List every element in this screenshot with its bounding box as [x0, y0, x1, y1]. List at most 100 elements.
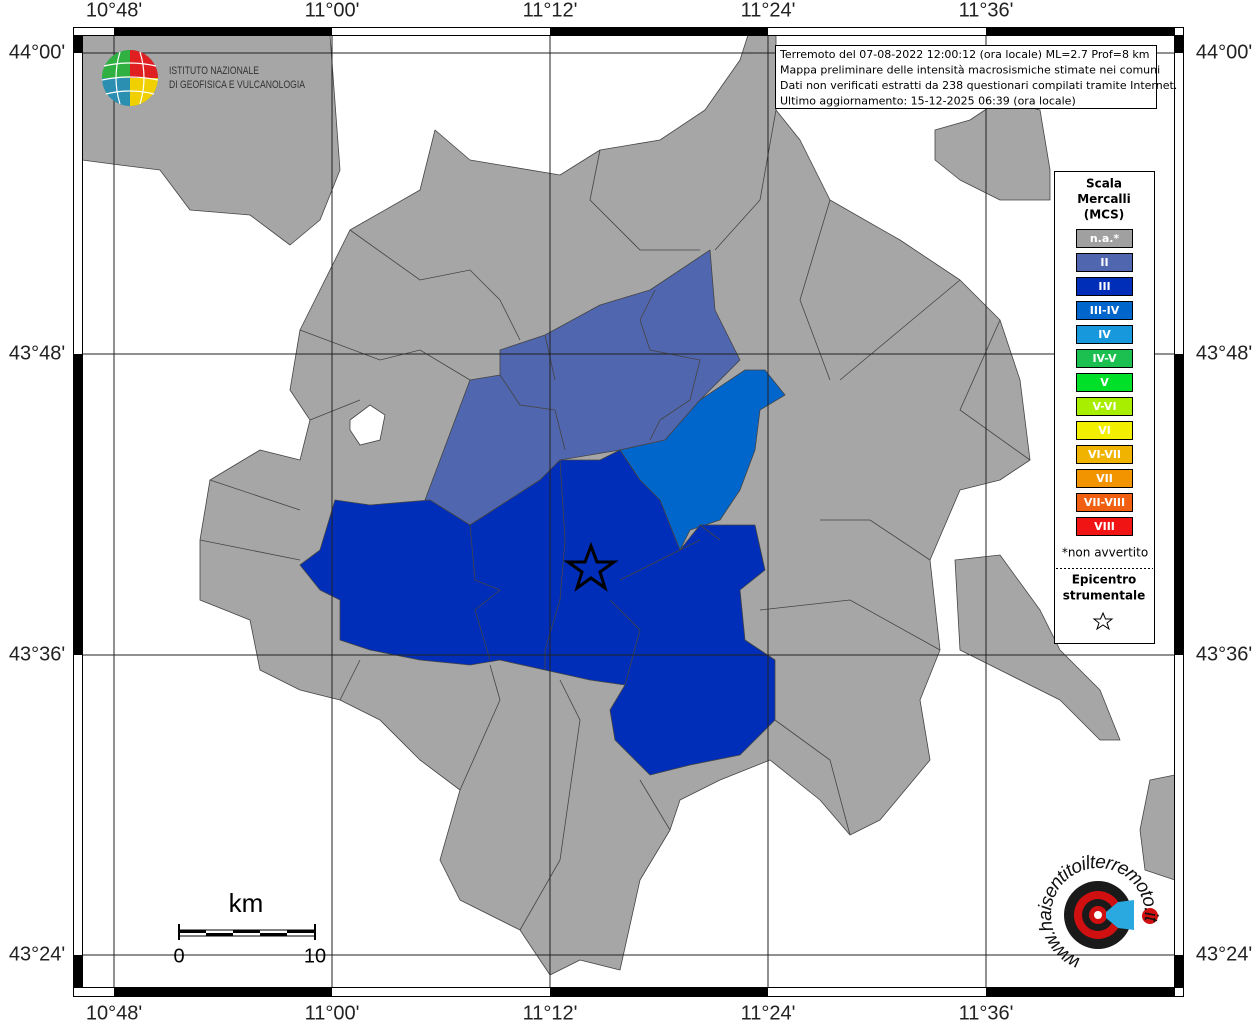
legend-title: Mercalli: [1077, 192, 1131, 206]
legend-swatch: [1076, 517, 1133, 536]
scale-label: 10: [304, 945, 326, 967]
legend-label: III-IV: [1090, 304, 1120, 317]
longitude-label: 11°24': [741, 1002, 796, 1024]
info-line: Mappa preliminare delle intensità macros…: [780, 64, 1160, 77]
ingv-logo-text: DI GEOFISICA E VULCANOLOGIA: [169, 79, 306, 91]
latitude-label: 43°24': [1196, 943, 1252, 965]
scale-unit: km: [229, 888, 264, 918]
municipality-area: [954, 554, 1121, 741]
legend-epicenter-label: strumentale: [1063, 589, 1146, 603]
municipal-borders: [199, 109, 1031, 931]
legend-swatch: [1076, 445, 1133, 464]
map-frame: [73, 27, 1184, 997]
legend-swatch: [1076, 421, 1133, 440]
frame-segment: [114, 988, 332, 996]
info-box-frame: [775, 45, 1157, 109]
lake: [349, 404, 386, 446]
graticule: [82, 35, 1175, 988]
longitude-label: 10°48': [86, 0, 142, 21]
longitude-label: 11°12': [523, 0, 578, 21]
legend-epicenter-label: Epicentro: [1072, 573, 1137, 587]
latitude-label: 43°48': [9, 342, 65, 364]
municipality-area: [934, 99, 1051, 201]
latitude-label: 43°24': [9, 943, 65, 965]
ingv-logo: [101, 50, 159, 106]
ingv-logo-text: ISTITUTO NAZIONALE: [169, 65, 259, 77]
municipality-area: [1139, 774, 1175, 881]
legend-label: V: [1100, 376, 1109, 389]
legend-label: IV-V: [1092, 352, 1117, 365]
latitude-label: 43°36': [1196, 643, 1252, 665]
legend-label: VII: [1096, 472, 1113, 485]
info-box: [775, 45, 1157, 109]
info-line: Dati non verificati estratti da 238 ques…: [780, 79, 1177, 92]
scale-bar: [178, 924, 316, 940]
longitude-label: 11°36': [959, 1002, 1014, 1024]
intensity-iii-area: [299, 449, 776, 776]
epicenter: [563, 541, 619, 592]
legend-swatch: [1076, 253, 1133, 272]
legend-label: III: [1098, 280, 1110, 293]
longitude-label: 11°36': [959, 0, 1014, 21]
legend-swatch: [1076, 349, 1133, 368]
scale-bar-segment: [206, 933, 233, 936]
frame-inner: [82, 35, 1175, 988]
latitude-label: 44°00': [9, 41, 65, 63]
frame-segment: [1175, 955, 1183, 988]
frame-segment: [73, 354, 82, 655]
legend-swatch: [1076, 229, 1133, 248]
legend-note: *non avvertito: [1062, 546, 1148, 560]
legend-swatch: [1076, 397, 1133, 416]
scale-label: 0: [173, 945, 184, 967]
info-line: Ultimo aggiornamento: 15-12-2025 06:39 (…: [780, 95, 1076, 108]
longitude-label: 11°00': [305, 0, 360, 21]
frame-segment: [1175, 35, 1183, 53]
legend-swatch: [1076, 373, 1133, 392]
frame-segment: [986, 988, 1175, 996]
legend-swatch: [1076, 277, 1133, 296]
info-line: Terremoto del 07-08-2022 12:00:12 (ora l…: [779, 48, 1150, 61]
legend-label: VIII: [1094, 520, 1115, 533]
epicenter-star: [563, 541, 619, 592]
municipalities: [82, 35, 1175, 976]
legend-label: VII-VIII: [1084, 496, 1125, 509]
frame-segment: [114, 27, 332, 35]
scale-bar-segment: [260, 933, 287, 936]
legend-swatch: [1076, 325, 1133, 344]
logo-ring: [1094, 911, 1102, 919]
logo-megaphone: [1106, 900, 1134, 930]
hai-sentito-logo: [1064, 881, 1158, 949]
longitude-label: 11°00': [305, 1002, 360, 1024]
frame-segment: [550, 988, 768, 996]
longitude-label: 10°48': [86, 1002, 142, 1024]
frame-segment: [73, 955, 82, 988]
logo-globe-lines: [101, 51, 159, 105]
legend-title: (MCS): [1084, 208, 1125, 222]
frame-segment: [1175, 354, 1183, 655]
legend-label: II: [1100, 256, 1108, 269]
legend-label: VI: [1098, 424, 1111, 437]
legend-swatch: [1076, 493, 1133, 512]
legend-swatch: [1076, 469, 1133, 488]
municipal-borders: [469, 459, 721, 686]
logo-question-badge: [1142, 908, 1158, 924]
legend-label: V-VI: [1092, 400, 1116, 413]
frame-segment: [73, 35, 82, 53]
latitude-label: 43°36': [9, 643, 65, 665]
legend-label: VI-VII: [1088, 448, 1121, 461]
latitude-label: 43°48': [1196, 342, 1252, 364]
legend-swatch: [1076, 301, 1133, 320]
longitude-label: 11°12': [523, 1002, 578, 1024]
frame-segment: [550, 27, 768, 35]
longitude-label: 11°24': [741, 0, 796, 21]
legend-title: Scala: [1086, 177, 1122, 191]
legend-label: IV: [1098, 328, 1111, 341]
legend-label: n.a.*: [1090, 232, 1120, 245]
scale-bar-segment: [233, 930, 260, 933]
legend-epicenter-symbol: [1092, 611, 1114, 631]
frame-segment: [986, 27, 1175, 35]
scale-bar-segment: [179, 930, 206, 933]
latitude-label: 44°00': [1196, 41, 1252, 63]
scale-bar-segment: [287, 930, 315, 933]
